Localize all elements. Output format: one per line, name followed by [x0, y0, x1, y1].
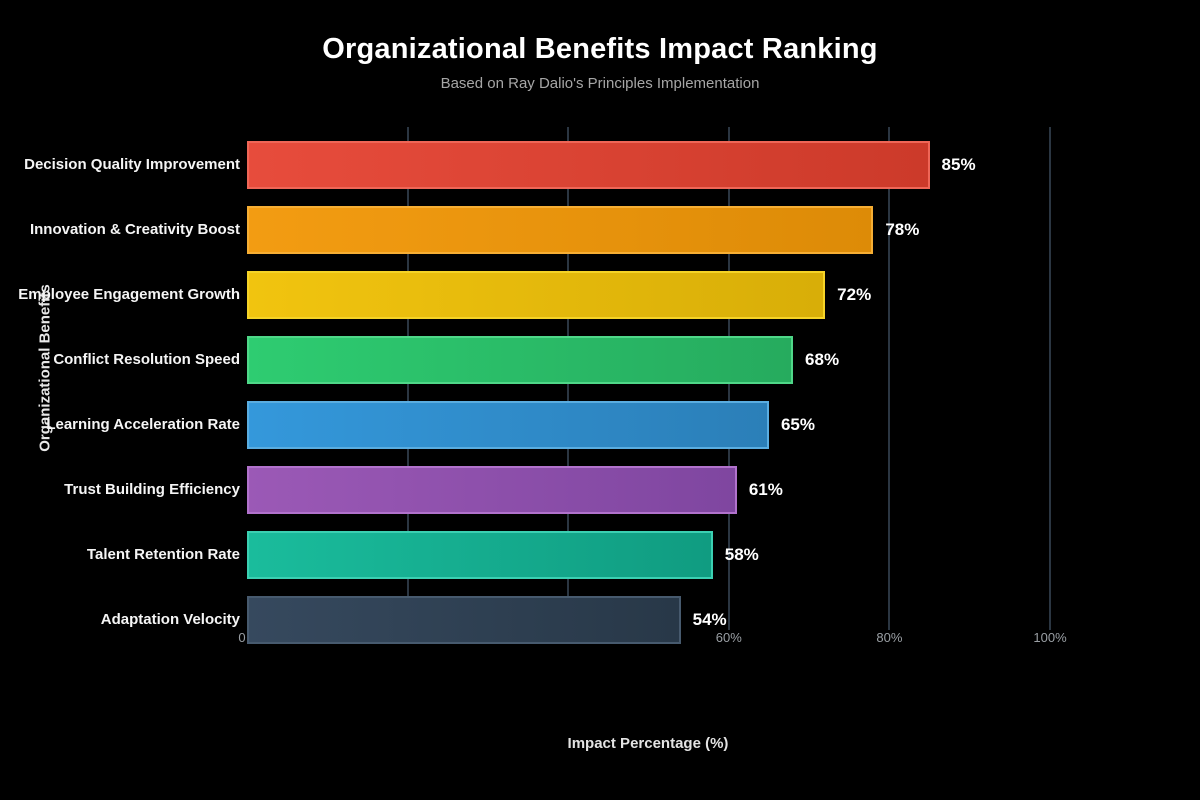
value-label: 72%: [837, 285, 872, 304]
bar-8[interactable]: [247, 596, 681, 644]
bar-4[interactable]: [247, 336, 794, 384]
x-tick-label-60pct: 60%: [715, 630, 742, 645]
value-label: 54%: [692, 610, 727, 629]
value-label: 78%: [885, 220, 920, 239]
bar-3[interactable]: [247, 271, 826, 319]
gridline-100pct: [1049, 127, 1051, 630]
value-label: 61%: [748, 480, 783, 499]
category-label: Employee Engagement Growth: [18, 286, 240, 303]
value-label: 68%: [805, 350, 840, 369]
value-label: 58%: [724, 545, 759, 564]
x-tick-label-100pct: 100%: [1033, 630, 1067, 645]
bar-5[interactable]: [247, 401, 769, 449]
bar-1[interactable]: [247, 141, 930, 189]
category-label: Learning Acceleration Rate: [46, 416, 240, 433]
x-tick-label-0: 0: [238, 630, 246, 645]
x-axis-title: Impact Percentage (%): [567, 735, 729, 752]
bar-6[interactable]: [247, 466, 737, 514]
x-tick-label-80pct: 80%: [876, 630, 903, 645]
chart-subtitle: Based on Ray Dalio's Principles Implemen…: [440, 75, 760, 92]
gridline-80pct: [888, 127, 891, 630]
category-label: Decision Quality Improvement: [24, 156, 240, 173]
category-label: Innovation & Creativity Boost: [29, 221, 240, 238]
plot-area: [247, 127, 1160, 645]
value-label: 65%: [780, 415, 815, 434]
category-label: Adaptation Velocity: [100, 611, 240, 628]
value-label: 85%: [941, 155, 976, 174]
category-label: Conflict Resolution Speed: [53, 351, 240, 368]
category-label: Trust Building Efficiency: [64, 481, 240, 498]
chart-title: Organizational Benefits Impact Ranking: [322, 33, 878, 65]
category-label: Talent Retention Rate: [86, 546, 240, 563]
bar-2[interactable]: [247, 206, 874, 254]
bar-7[interactable]: [247, 531, 713, 579]
